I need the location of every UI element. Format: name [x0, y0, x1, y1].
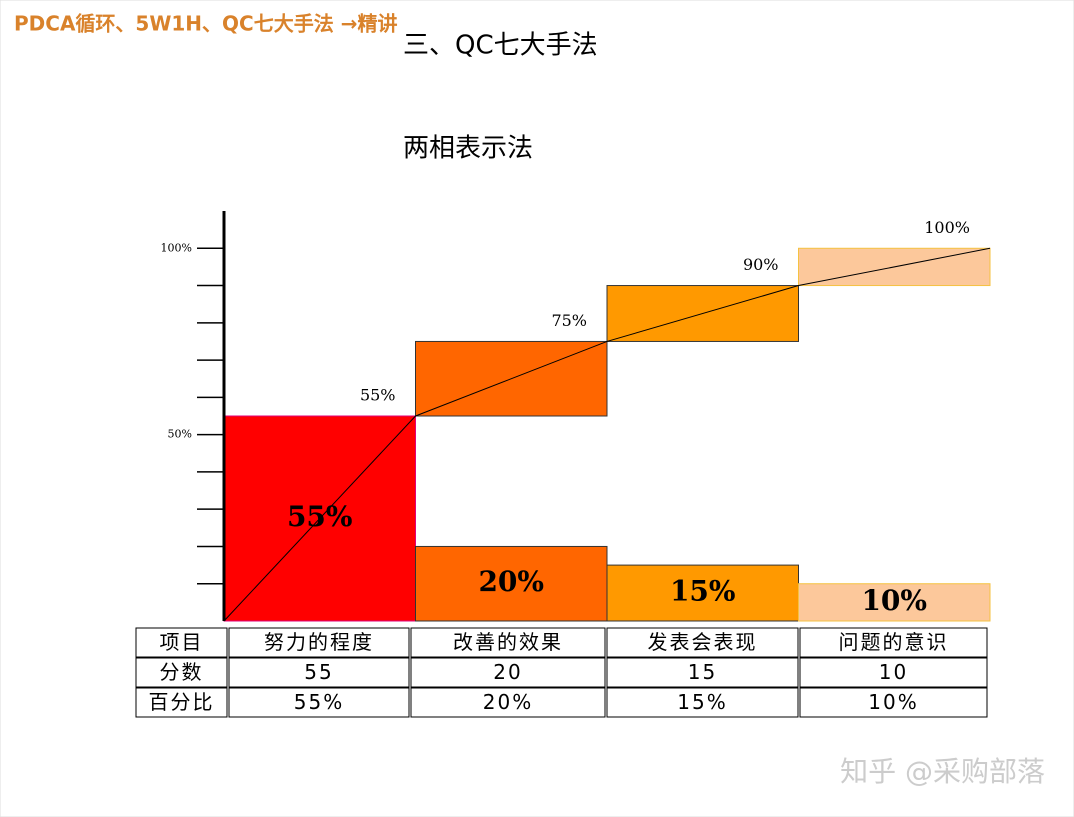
table-cell	[228, 687, 410, 718]
bar	[798, 583, 991, 622]
table-cell	[799, 687, 988, 718]
cumulative-label: 55%	[360, 386, 396, 405]
table-cell	[135, 627, 228, 658]
table-cell	[228, 657, 410, 688]
slide-title: 三、QC七大手法	[403, 31, 598, 61]
watermark: 知乎 @采购部落	[840, 755, 1045, 788]
table-cell	[410, 657, 606, 688]
table-cell-text: 10%	[868, 690, 918, 714]
cumulative-line	[415, 247, 991, 417]
table-cell	[228, 627, 410, 658]
table-cell	[606, 657, 799, 688]
table-cell-text: 发表会表现	[648, 630, 758, 654]
table-cell	[410, 627, 606, 658]
chart-subtitle: 两相表示法	[403, 134, 533, 164]
bar-value-label: 20%	[478, 565, 544, 598]
table-cell-text: 20%	[483, 690, 533, 714]
table-cell-text: 20	[493, 660, 522, 684]
table-cell-text: 55%	[294, 690, 344, 714]
table-cell	[799, 627, 988, 658]
y-tick-label: 100%	[161, 241, 192, 254]
table-cell-text: 10	[879, 660, 908, 684]
cumulative-line-start	[223, 415, 416, 622]
bar-value-label: 10%	[861, 584, 927, 617]
bar-value-label: 55%	[287, 500, 353, 533]
table-cell-text: 15%	[677, 690, 727, 714]
y-tick-label: 50%	[168, 428, 192, 441]
header: PDCA循环、5W1H、QC七大手法 →精讲	[14, 12, 397, 36]
table-cell	[799, 657, 988, 688]
cumulative-label: 100%	[924, 218, 970, 237]
bar-value-label: 15%	[670, 575, 736, 608]
table-cell	[606, 687, 799, 718]
bar	[606, 564, 799, 622]
table-cell-text: 分数	[160, 660, 204, 684]
table-cell-text: 努力的程度	[264, 630, 374, 654]
table-cell	[606, 627, 799, 658]
table-cell-text: 55	[304, 660, 333, 684]
table-cell	[135, 687, 228, 718]
table-cell-text: 百分比	[149, 690, 215, 714]
table-cell-text: 15	[688, 660, 717, 684]
table-cell-text: 项目	[160, 630, 204, 654]
cumulative-label: 90%	[743, 255, 779, 274]
table-cell	[410, 687, 606, 718]
cumulative-label: 75%	[551, 311, 587, 330]
table-cell-text: 问题的意识	[839, 630, 949, 654]
table-cell-text: 改善的效果	[453, 630, 563, 654]
table-cell	[135, 657, 228, 688]
bar	[415, 545, 608, 622]
